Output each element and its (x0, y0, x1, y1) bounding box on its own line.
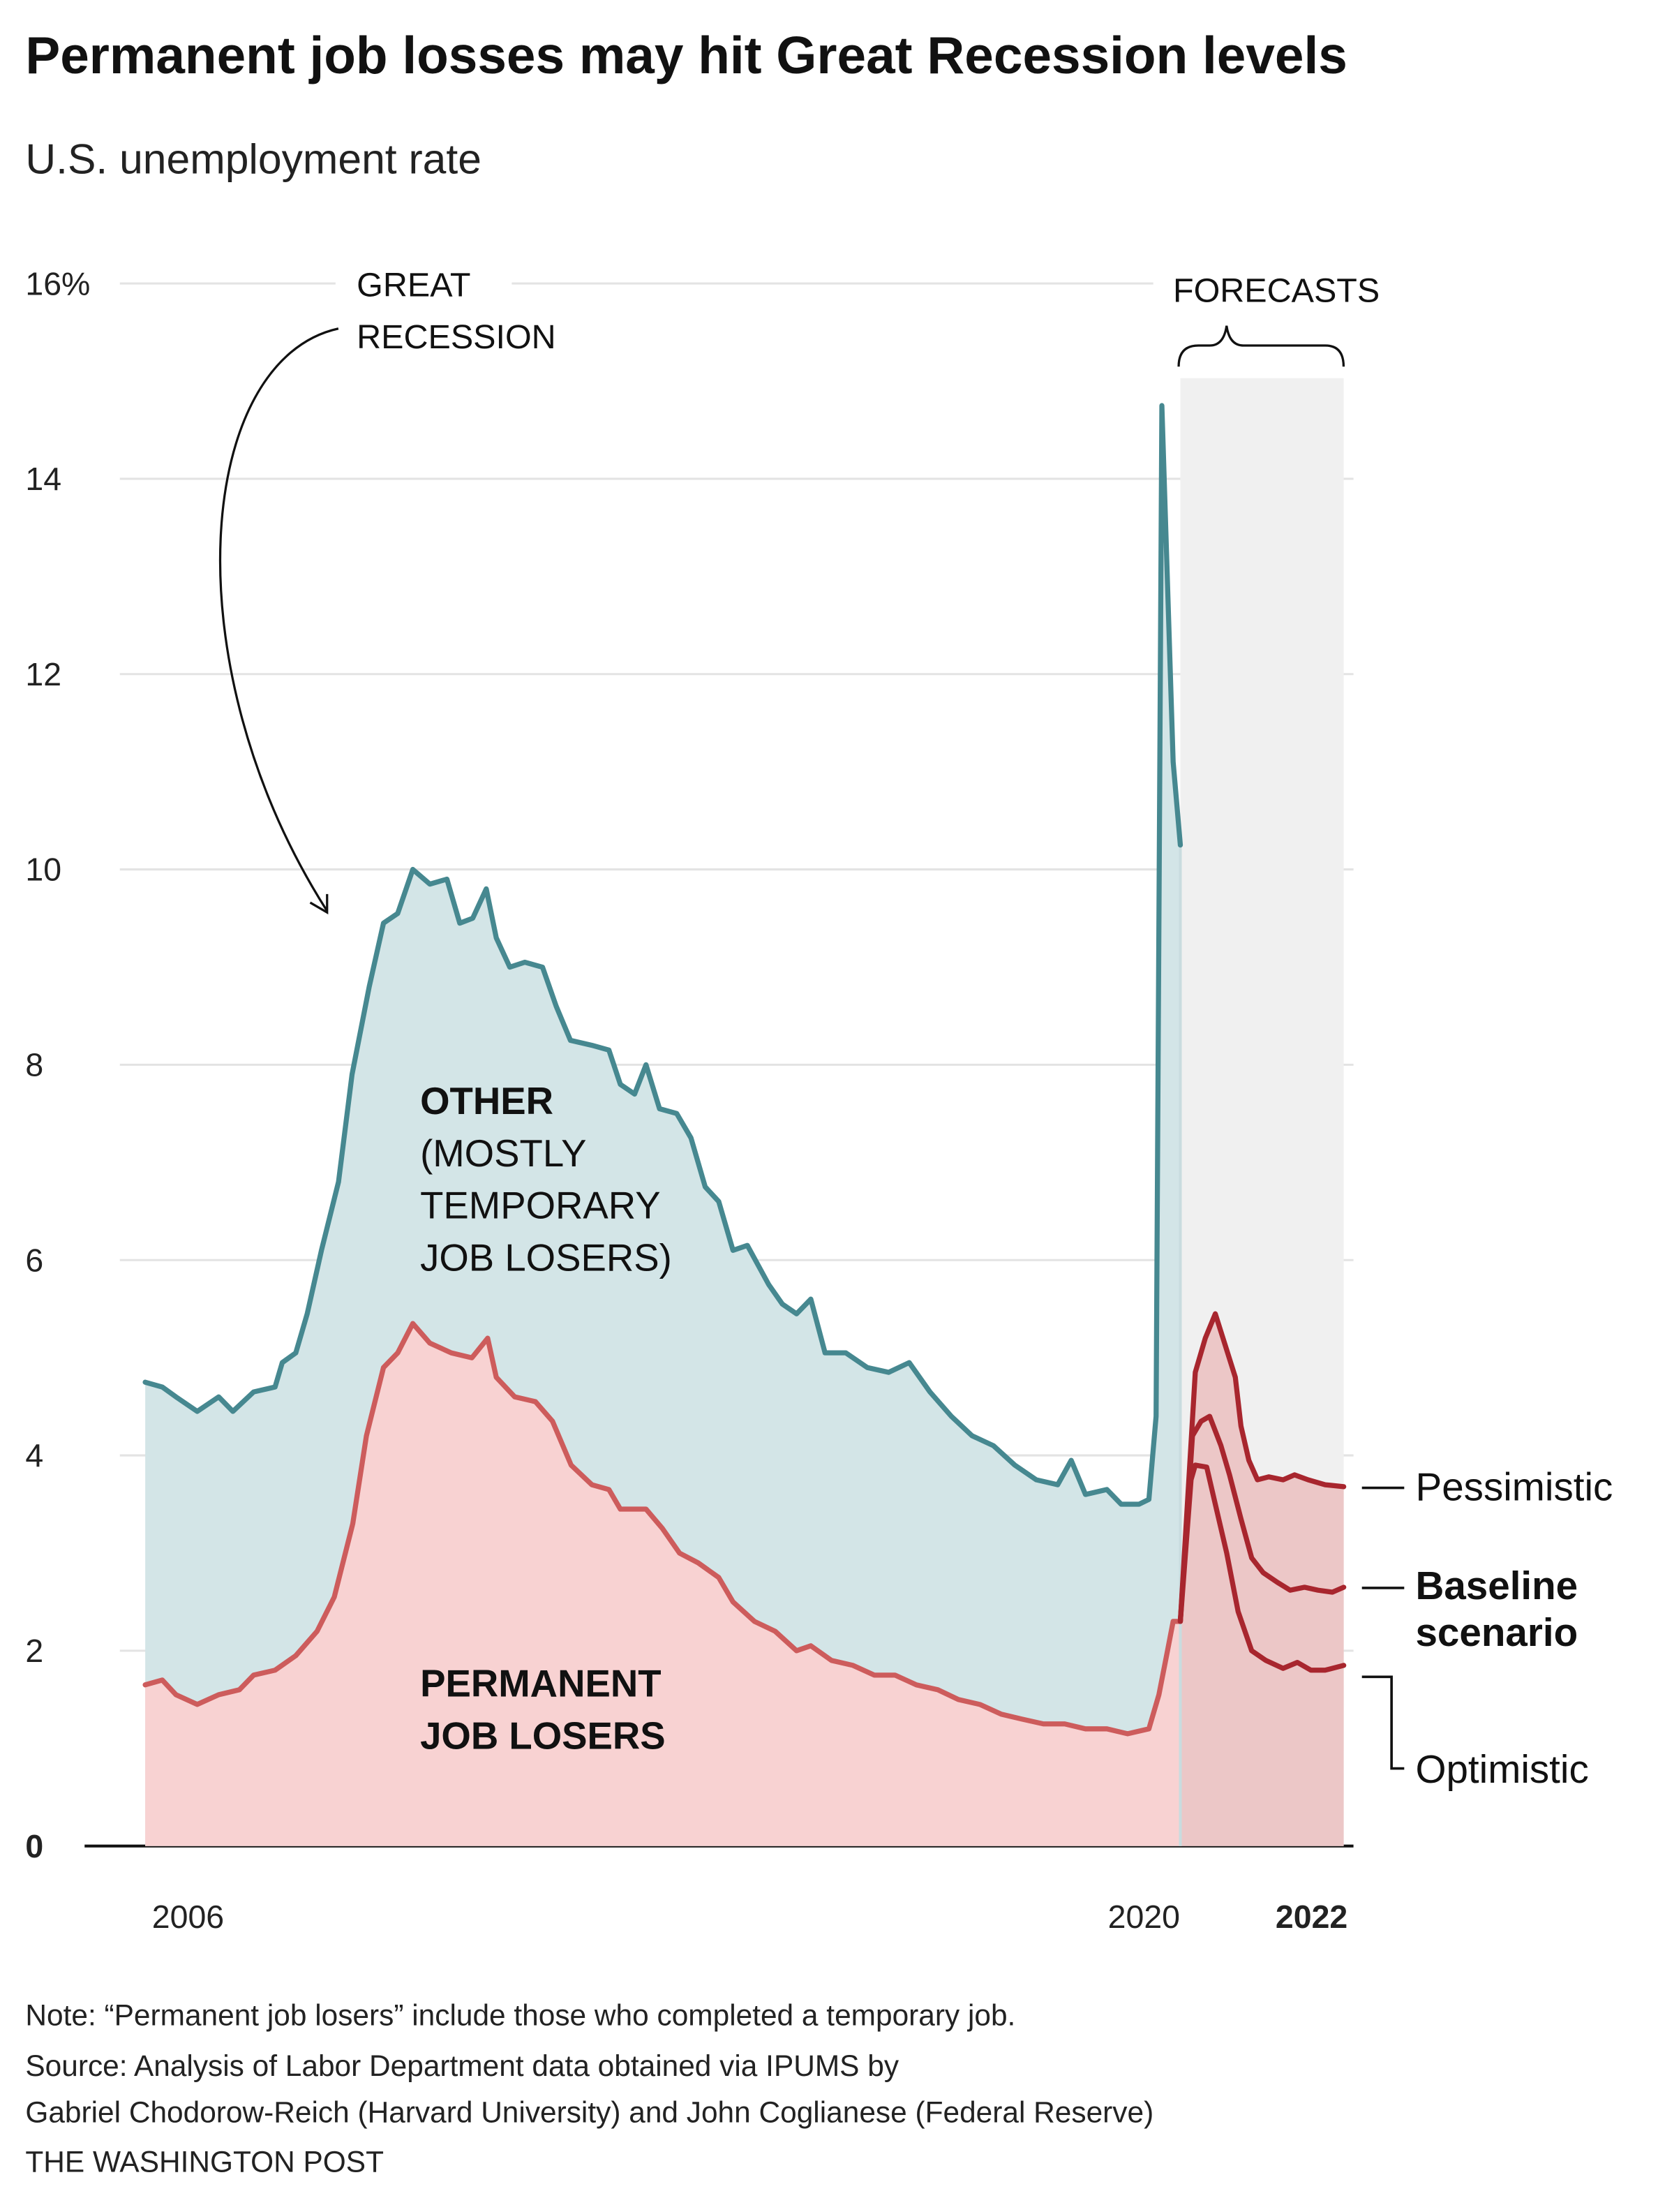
other-label-4: JOB LOSERS) (420, 1236, 672, 1279)
y-tick-label: 16% (25, 265, 90, 302)
note-text: Note: “Permanent job losers” include tho… (25, 1998, 1015, 2031)
x-tick-label: 2006 (152, 1899, 224, 1935)
great-recession-label: GREAT (357, 266, 470, 304)
other-line (142, 403, 1183, 1507)
permanent-area (145, 1323, 1181, 1846)
great-recession-label-2: RECESSION (357, 318, 556, 356)
y-tick-label: 8 (25, 1047, 43, 1083)
other-label: OTHER (420, 1080, 553, 1122)
y-tick-label: 12 (25, 656, 61, 692)
credit-text: THE WASHINGTON POST (25, 2145, 384, 2178)
x-tick-label: 2022 (1276, 1899, 1347, 1935)
y-axis-ticks: 0 2 4 6 8 10 12 14 16% (25, 265, 90, 1864)
source-text: Source: Analysis of Labor Department dat… (25, 2049, 899, 2082)
great-recession-arrow-icon (218, 327, 339, 912)
y-tick-label: 4 (25, 1437, 43, 1474)
areas (145, 406, 1344, 1846)
other-label-3: TEMPORARY (420, 1185, 661, 1227)
series-lines (142, 403, 1347, 1737)
baseline-label-2: scenario (1415, 1610, 1578, 1654)
other-label-2: (MOSTLY (420, 1132, 586, 1175)
y-tick-label: 10 (25, 852, 61, 888)
forecasts-label: FORECASTS (1173, 272, 1380, 309)
x-axis-ticks: 2006 2020 2022 (152, 1899, 1348, 1935)
pessimistic-line (1177, 1311, 1347, 1624)
permanent-label-2: JOB LOSERS (420, 1714, 666, 1757)
optimistic-label: Optimistic (1415, 1747, 1588, 1791)
y-tick-label: 2 (25, 1633, 43, 1669)
arrowhead-icon (309, 893, 329, 915)
optimistic-leader (1361, 1675, 1405, 1770)
chart-subtitle: U.S. unemployment rate (25, 135, 481, 183)
baseline-label: Baseline (1415, 1564, 1578, 1608)
optimistic-line (1177, 1462, 1347, 1673)
x-tick-label: 2020 (1108, 1899, 1180, 1935)
source-text-2: Gabriel Chodorow-Reich (Harvard Universi… (25, 2096, 1153, 2129)
y-tick-label: 14 (25, 461, 61, 497)
permanent-line (142, 1321, 1183, 1737)
baseline-line (1177, 1413, 1347, 1624)
chart-title: Permanent job losses may hit Great Reces… (25, 26, 1347, 84)
y-tick-label: 6 (25, 1242, 43, 1278)
y-tick-label: 0 (25, 1828, 43, 1864)
permanent-label: PERMANENT (420, 1663, 661, 1705)
forecast-brace-icon (1177, 325, 1345, 367)
pessimistic-label: Pessimistic (1415, 1465, 1613, 1509)
